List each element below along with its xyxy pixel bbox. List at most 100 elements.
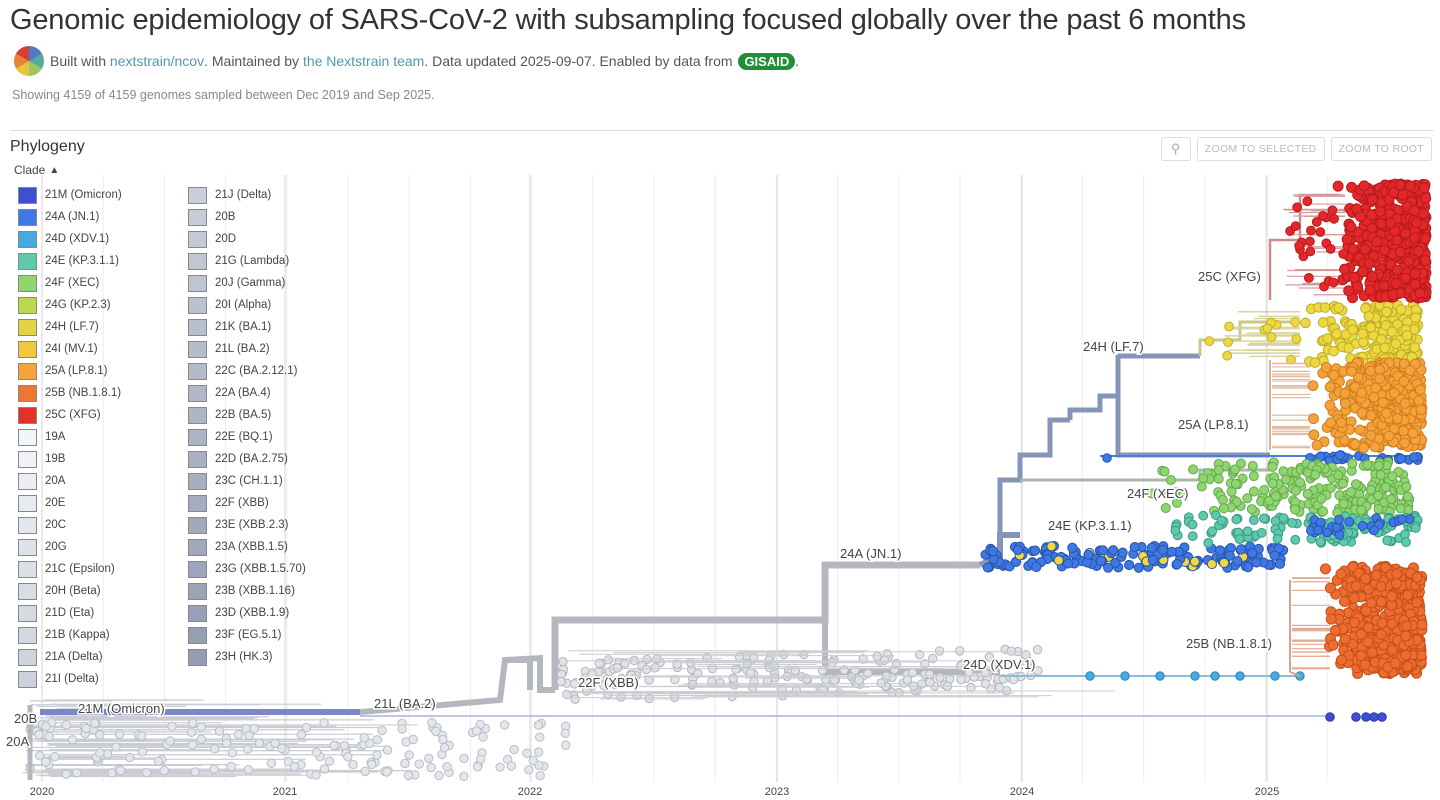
legend-item[interactable]: 21C (Epsilon) [18,558,122,580]
legend-item[interactable]: 23F (EG.5.1) [188,624,306,646]
build-link[interactable]: nextstrain/ncov [109,53,205,69]
legend-item[interactable]: 24G (KP.2.3) [18,294,122,316]
legend-item[interactable]: 25A (LP.8.1) [18,360,122,382]
legend-swatch [18,626,37,644]
tip-node [34,730,44,740]
legend-swatch [18,494,37,512]
tip-node [1411,597,1423,609]
legend-item[interactable]: 23A (XBB.1.5) [188,536,306,558]
legend-item[interactable]: 20B [188,206,306,228]
tip-node [196,734,206,744]
legend-item[interactable]: 21K (BA.1) [188,316,306,338]
tip-node [1030,545,1041,556]
tip-node [1207,526,1218,537]
tip-node [1210,671,1220,681]
tip-node [1324,582,1336,594]
tip-node [1053,555,1064,566]
legend-item[interactable]: 24I (MV.1) [18,338,122,360]
legend-item[interactable]: 20C [18,514,122,536]
tip-node [1387,471,1398,482]
legend-item[interactable]: 25C (XFG) [18,404,122,426]
tip-node [1290,317,1301,327]
legend-item[interactable]: 20J (Gamma) [188,272,306,294]
tip-node [339,740,350,751]
legend-item[interactable]: 23H (HK.3) [188,646,306,668]
tip-node [424,753,434,763]
tip-node [1325,613,1337,625]
chevron-up-icon[interactable]: ▲ [49,164,60,176]
tip-node [1398,375,1410,387]
axis-year-label: 2025 [1255,786,1279,798]
legend-item[interactable]: 22A (BA.4) [188,382,306,404]
tip-node [1291,334,1302,344]
tip-node [1315,227,1326,237]
legend-item[interactable]: 25B (NB.1.8.1) [18,382,122,404]
legend-item[interactable]: 23D (XBB.1.9) [188,602,306,624]
legend-item[interactable]: 21I (Delta) [18,668,122,690]
legend-item[interactable]: 21M (Omicron) [18,184,122,206]
tip-node [1338,498,1349,509]
legend-item[interactable]: 23E (XBB.2.3) [188,514,306,536]
maintainer-link[interactable]: the Nextstrain team [302,53,425,69]
legend-item[interactable]: 23C (CH.1.1) [188,470,306,492]
legend-item[interactable]: 20G [18,536,122,558]
byline-data-updated: . Data updated 2025-09-07. Enabled by da… [424,53,733,69]
tip-node [1300,317,1311,329]
legend-item[interactable]: 22F (XBB) [188,492,306,514]
legend-item[interactable]: 21G (Lambda) [188,250,306,272]
legend-item[interactable]: 23B (XBB.1.16) [188,580,306,602]
legend-item[interactable]: 24F (XEC) [18,272,122,294]
legend-item[interactable]: 24D (XDV.1) [18,228,122,250]
tip-node [190,767,201,777]
legend-item[interactable]: 23G (XBB.1.5.70) [188,558,306,580]
tip-node [1231,514,1242,525]
tip-node [1031,561,1042,573]
tip-node [1146,488,1157,499]
legend-item[interactable]: 20A [18,470,122,492]
legend-item[interactable]: 24H (LF.7) [18,316,122,338]
byline: Built with nextstrain/ncov . Maintained … [14,44,799,78]
tip-node [61,769,71,779]
tip-node [528,755,539,766]
legend-item[interactable]: 24A (JN.1) [18,206,122,228]
legend-item[interactable]: 21J (Delta) [188,184,306,206]
tip-node [319,718,329,728]
tip-node [408,734,418,745]
search-icon[interactable]: ⚲ [1160,137,1191,161]
legend-label: 22B (BA.5) [215,409,272,421]
tip-node [137,747,148,757]
legend-item[interactable]: 22D (BA.2.75) [188,448,306,470]
tip-node [1351,712,1361,722]
legend-item[interactable]: 19A [18,426,122,448]
tip-node [580,673,590,683]
tip-node [1325,417,1337,429]
legend-item[interactable]: 20I (Alpha) [188,294,306,316]
gisaid-logo[interactable]: GISAID [738,52,796,70]
tip-node [1399,227,1411,239]
tip-node [1189,556,1200,567]
legend-swatch [188,318,207,336]
tip-node [1339,387,1351,399]
legend-item[interactable]: 20E [18,492,122,514]
nextstrain-logo-icon[interactable] [14,46,44,76]
legend-item[interactable]: 21L (BA.2) [188,338,306,360]
legend-item[interactable]: 22E (BQ.1) [188,426,306,448]
legend-item[interactable]: 21B (Kappa) [18,624,122,646]
legend-header[interactable]: Clade ▲ [14,163,59,177]
legend-item[interactable]: 20H (Beta) [18,580,122,602]
tip-node [499,720,510,730]
legend-item[interactable]: 24E (KP.3.1.1) [18,250,122,272]
legend-item[interactable]: 22C (BA.2.12.1) [188,360,306,382]
legend-item[interactable]: 19B [18,448,122,470]
tip-node [1320,362,1332,373]
legend-item[interactable]: 22B (BA.5) [188,404,306,426]
tip-node [1196,481,1207,492]
legend-item[interactable]: 21D (Eta) [18,602,122,624]
zoom-to-selected-button[interactable]: ZOOM TO SELECTED [1196,137,1325,161]
zoom-to-root-button[interactable]: ZOOM TO ROOT [1330,137,1432,161]
tip-node [1378,280,1390,292]
tip-node [221,738,232,748]
legend-item[interactable]: 21A (Delta) [18,646,122,668]
legend-item[interactable]: 20D [188,228,306,250]
